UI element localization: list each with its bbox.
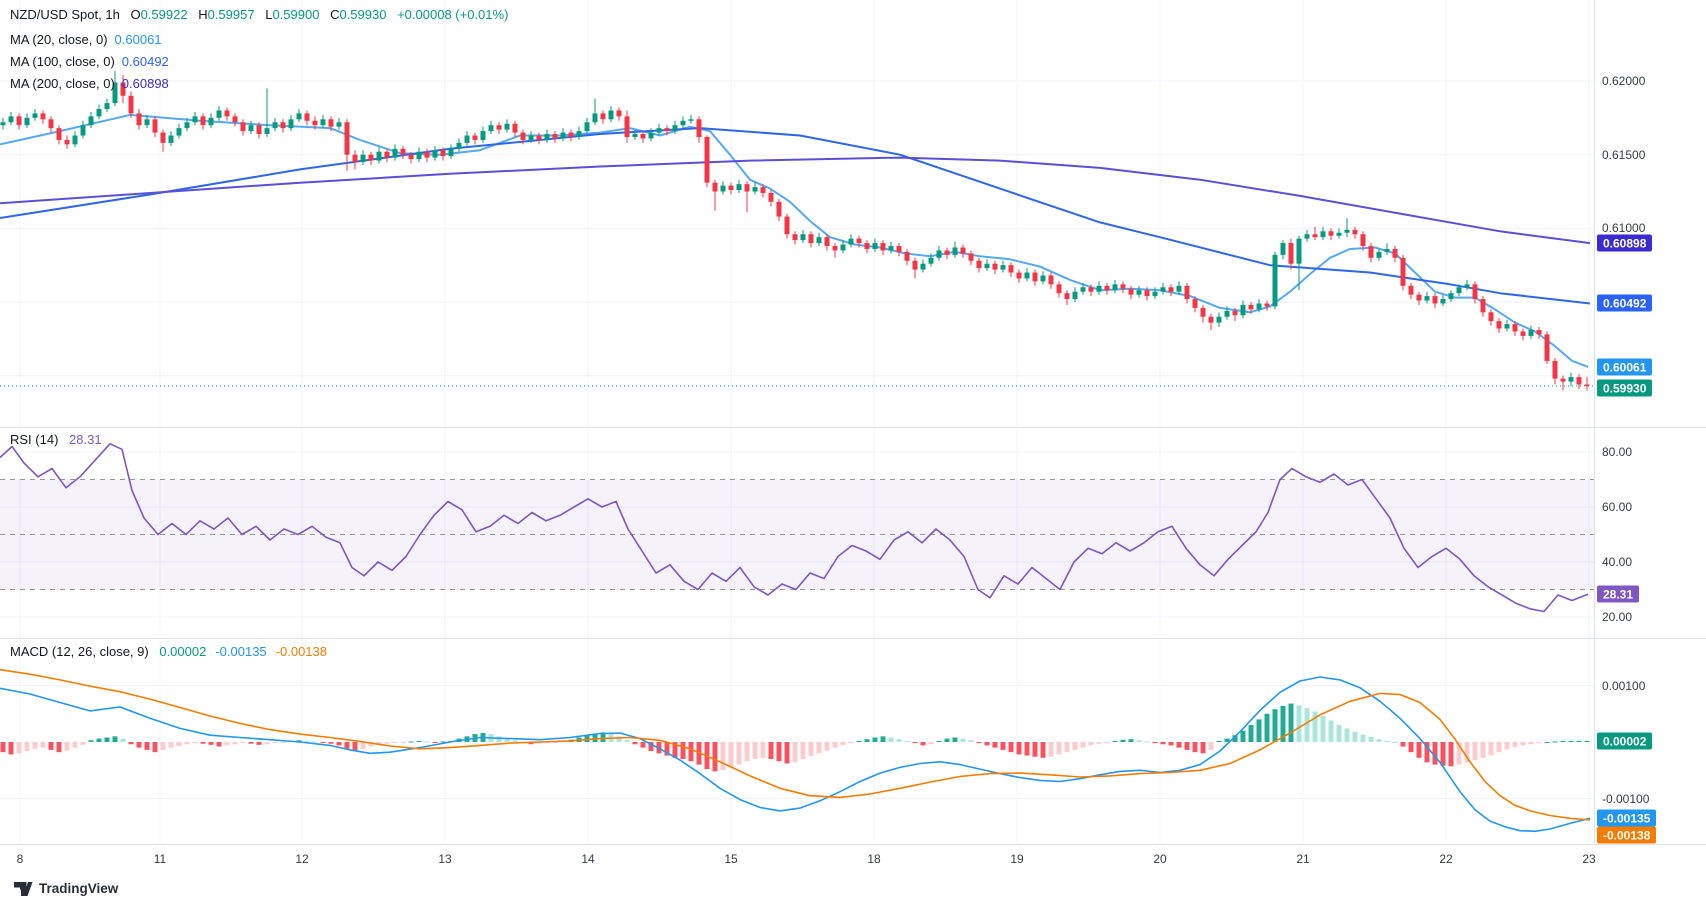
price-scale-badge: 0.60492 (1597, 294, 1653, 312)
price-scale-label: 0.61000 (1602, 221, 1646, 236)
price-scale-badge: 0.60061 (1597, 358, 1653, 376)
macd-legend-value: 0.00002 (159, 644, 207, 659)
time-axis-label: 20 (1153, 852, 1167, 866)
high-label: H (198, 7, 208, 22)
rsi-value: 28.31 (69, 432, 102, 447)
change-value: +0.00008 (+0.01%) (397, 7, 509, 22)
price-scale-label: 0.62000 (1602, 74, 1646, 88)
price-scale-badge: 28.31 (1597, 585, 1640, 603)
macd-legend-row[interactable]: MACD (12, 26, close, 9) 0.00002 -0.00135-… (10, 644, 336, 659)
time-axis-label: 8 (16, 852, 24, 866)
price-scale-label: 0.61500 (1602, 147, 1646, 162)
high-value: 0.59957 (207, 7, 255, 22)
macd-legend-value: -0.00138 (275, 644, 327, 659)
tradingview-logo-text: TradingView (39, 881, 119, 896)
tradingview-logo-icon (14, 881, 33, 896)
rsi-legend-row[interactable]: RSI (14) 28.31 (10, 432, 102, 447)
time-axis-label: 19 (1010, 852, 1024, 866)
pane-separator-price-rsi[interactable] (0, 427, 1706, 428)
price-scale-label: 40.00 (1602, 555, 1633, 569)
price-scale-badge: 0.59930 (1597, 379, 1653, 397)
low-value: 0.59900 (272, 7, 320, 22)
price-scale-label: 60.00 (1602, 500, 1633, 514)
price-scale-label: 20.00 (1602, 610, 1633, 624)
symbol-legend-row[interactable]: NZD/USD Spot, 1h O0.59922 H0.59957 L0.59… (10, 7, 508, 22)
ma-legend-value: 0.60061 (114, 32, 162, 47)
pane-separator-rsi-macd[interactable] (0, 638, 1706, 639)
ma-legend-row[interactable]: MA (20, close, 0) 0.60061 (10, 29, 169, 51)
time-axis-label: 13 (438, 852, 452, 866)
ma-legend-value: 0.60492 (121, 54, 169, 69)
close-value: 0.59930 (339, 7, 387, 22)
price-axis[interactable] (1594, 0, 1706, 844)
time-axis-label: 22 (1439, 852, 1453, 866)
macd-legend-value: -0.00135 (215, 644, 267, 659)
price-scale-label: 80.00 (1602, 445, 1633, 459)
ma-legend-row[interactable]: MA (100, close, 0) 0.60492 (10, 51, 169, 73)
pane-separator-time-axis (0, 844, 1706, 845)
time-axis-label: 11 (153, 852, 167, 866)
ma-legend-row[interactable]: MA (200, close, 0) 0.60898 (10, 73, 169, 95)
rsi-label: RSI (14) (10, 432, 59, 447)
open-value: 0.59922 (140, 7, 188, 22)
ma-legend-value: 0.60898 (121, 76, 169, 91)
close-label: C (330, 7, 340, 22)
time-axis-label: 21 (1296, 852, 1310, 866)
price-scale-badge: -0.00138 (1597, 826, 1657, 844)
time-axis-label: 15 (724, 852, 738, 866)
time-axis-label: 23 (1582, 852, 1596, 866)
macd-label: MACD (12, 26, close, 9) (10, 644, 149, 659)
ma-legend-block: MA (20, close, 0) 0.60061 MA (100, close, … (10, 29, 169, 95)
time-axis[interactable]: 8 11 12 13 14 15 18 19 20 21 22 23 (0, 844, 1596, 875)
time-axis-label: 18 (867, 852, 881, 866)
price-scale-badge: 0.60898 (1597, 234, 1653, 252)
price-scale-label: 0.00100 (1602, 678, 1646, 693)
price-scale-border (1594, 0, 1595, 844)
time-axis-label: 14 (581, 852, 595, 866)
time-axis-label: 12 (295, 852, 309, 866)
ma-legend-label: MA (100, close, 0) (10, 54, 115, 69)
symbol-title: NZD/USD Spot, 1h (10, 7, 120, 22)
price-scale-label: -0.00100 (1602, 791, 1650, 806)
chart-canvas[interactable] (0, 0, 1594, 844)
price-scale-badge: 0.00002 (1597, 732, 1653, 750)
ma-legend-label: MA (20, close, 0) (10, 32, 108, 47)
low-label: L (265, 7, 273, 22)
ma-legend-label: MA (200, close, 0) (10, 76, 115, 91)
tradingview-logo[interactable]: TradingView (14, 881, 118, 896)
open-label: O (130, 7, 141, 22)
price-scale-badge: -0.00135 (1597, 809, 1657, 827)
macd-values: 0.00002 -0.00135 -0.00138 (159, 644, 336, 659)
